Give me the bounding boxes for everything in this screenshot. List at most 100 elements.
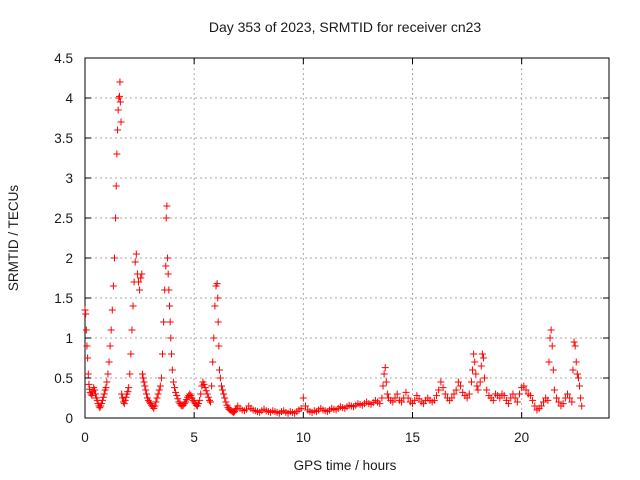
data-point: [99, 393, 107, 401]
data-point: [437, 378, 445, 386]
data-point: [476, 378, 484, 386]
data-point: [219, 386, 227, 394]
data-point: [163, 202, 171, 210]
data-point: [138, 270, 146, 278]
data-point: [165, 302, 173, 310]
data-point: [457, 382, 465, 390]
data-point: [571, 342, 579, 350]
data-point: [140, 378, 148, 386]
data-point: [209, 358, 217, 366]
data-point: [106, 342, 114, 350]
data-point: [577, 394, 585, 402]
data-point: [142, 386, 150, 394]
data-point: [576, 382, 584, 390]
data-point: [448, 394, 456, 402]
data-point: [540, 398, 547, 406]
data-point: [216, 374, 224, 382]
data-point: [478, 350, 486, 358]
data-point: [471, 358, 479, 366]
data-point: [115, 92, 123, 100]
data-point: [302, 402, 310, 410]
data-point: [174, 395, 182, 403]
data-point: [389, 398, 397, 406]
data-point: [91, 390, 99, 398]
data-point: [505, 400, 513, 408]
y-tick-label: 0.5: [54, 371, 73, 386]
data-point: [98, 396, 106, 404]
data-point: [404, 394, 412, 402]
data-point: [435, 386, 443, 394]
data-point: [88, 392, 96, 400]
data-point: [207, 398, 215, 406]
data-point: [159, 350, 167, 358]
data-point: [154, 390, 162, 398]
data-point: [544, 396, 552, 404]
data-point: [402, 388, 410, 396]
data-point: [531, 402, 539, 410]
data-point: [378, 394, 386, 402]
data-point: [213, 280, 221, 288]
data-point: [196, 396, 204, 404]
grid-lines: [85, 58, 609, 418]
data-point: [203, 390, 211, 398]
data-point: [162, 262, 170, 270]
data-point: [515, 390, 523, 398]
data-point: [564, 390, 572, 398]
data-point: [103, 378, 111, 386]
data-point: [376, 400, 384, 408]
x-tick-label: 10: [296, 430, 311, 445]
data-point: [155, 386, 163, 394]
data-point: [215, 342, 223, 350]
data-point: [463, 394, 471, 402]
data-point: [81, 306, 89, 314]
data-point: [214, 294, 222, 302]
x-tick-label: 20: [514, 430, 529, 445]
data-point: [112, 182, 120, 190]
data-point: [166, 318, 174, 326]
data-point: [107, 326, 115, 334]
plot-frame: [84, 57, 610, 419]
data-point: [520, 382, 528, 390]
data-point: [162, 214, 170, 222]
data-point: [393, 390, 401, 398]
data-point: [120, 400, 128, 408]
data-point: [411, 396, 419, 404]
data-point: [125, 384, 133, 392]
data-point: [474, 386, 482, 394]
data-point: [467, 378, 475, 386]
data-point: [441, 390, 449, 398]
data-point: [483, 386, 491, 394]
data-point: [105, 358, 113, 366]
data-point: [559, 400, 567, 408]
data-point: [124, 388, 132, 396]
y-tick-label: 3: [65, 171, 73, 186]
data-point: [137, 274, 145, 282]
data-point: [548, 342, 556, 350]
data-point: [547, 326, 555, 334]
data-point: [114, 126, 122, 134]
data-point: [195, 400, 203, 408]
data-point: [380, 370, 388, 378]
data-point: [180, 400, 188, 408]
data-point: [132, 250, 140, 258]
x-axis-label: GPS time / hours: [294, 458, 397, 473]
data-point: [553, 394, 561, 402]
y-tick-label: 2.5: [54, 211, 73, 226]
data-point: [297, 404, 305, 412]
data-point: [127, 350, 135, 358]
data-point: [134, 278, 142, 286]
data-point: [164, 254, 172, 262]
data-point: [205, 396, 213, 404]
data-point: [121, 396, 129, 404]
data-point: [202, 387, 210, 395]
data-point: [465, 390, 473, 398]
data-point: [165, 286, 173, 294]
data-point: [96, 404, 104, 412]
data-point: [109, 282, 117, 290]
data-point: [529, 396, 537, 404]
data-point: [572, 358, 580, 366]
data-point: [102, 384, 110, 392]
data-point: [211, 302, 219, 310]
data-point: [570, 338, 578, 346]
y-tick-label: 2: [65, 251, 73, 266]
